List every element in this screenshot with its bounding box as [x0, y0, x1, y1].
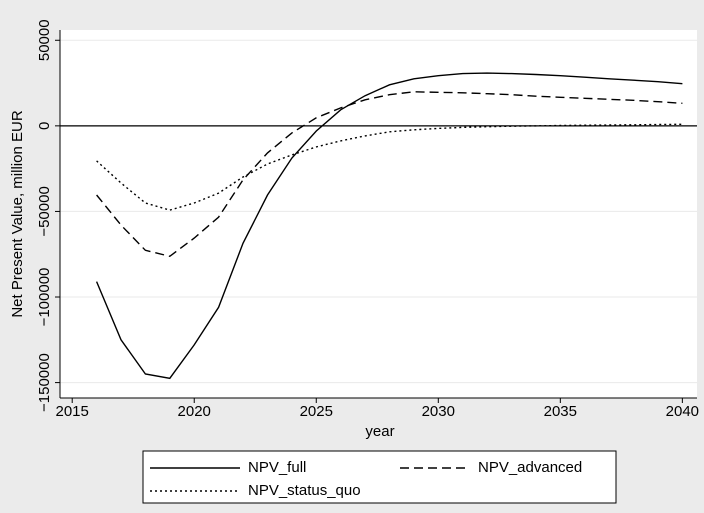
legend-label: NPV_status_quo	[248, 482, 361, 499]
x-tick-label: 2035	[544, 403, 577, 420]
legend-label: NPV_advanced	[478, 459, 582, 476]
x-axis-title: year	[365, 423, 394, 440]
y-tick-label: −150000	[36, 353, 53, 412]
x-tick-label: 2025	[300, 403, 333, 420]
series-line	[96, 91, 683, 258]
y-tick-label: 0	[36, 122, 53, 130]
x-tick-label: 2040	[666, 403, 699, 420]
y-tick-label: −100000	[36, 268, 53, 327]
y-axis-title: Net Present Value, million EUR	[9, 110, 26, 317]
x-tick-label: 2020	[178, 403, 211, 420]
x-tick-label: 2015	[56, 403, 89, 420]
plot-area	[60, 30, 697, 398]
series-line	[95, 72, 683, 380]
y-tick-label: −50000	[36, 186, 53, 236]
y-tick-label: 50000	[36, 19, 53, 61]
legend-box	[142, 450, 617, 504]
series-line	[96, 123, 683, 211]
x-tick-label: 2030	[422, 403, 455, 420]
legend-label: NPV_full	[248, 459, 306, 476]
